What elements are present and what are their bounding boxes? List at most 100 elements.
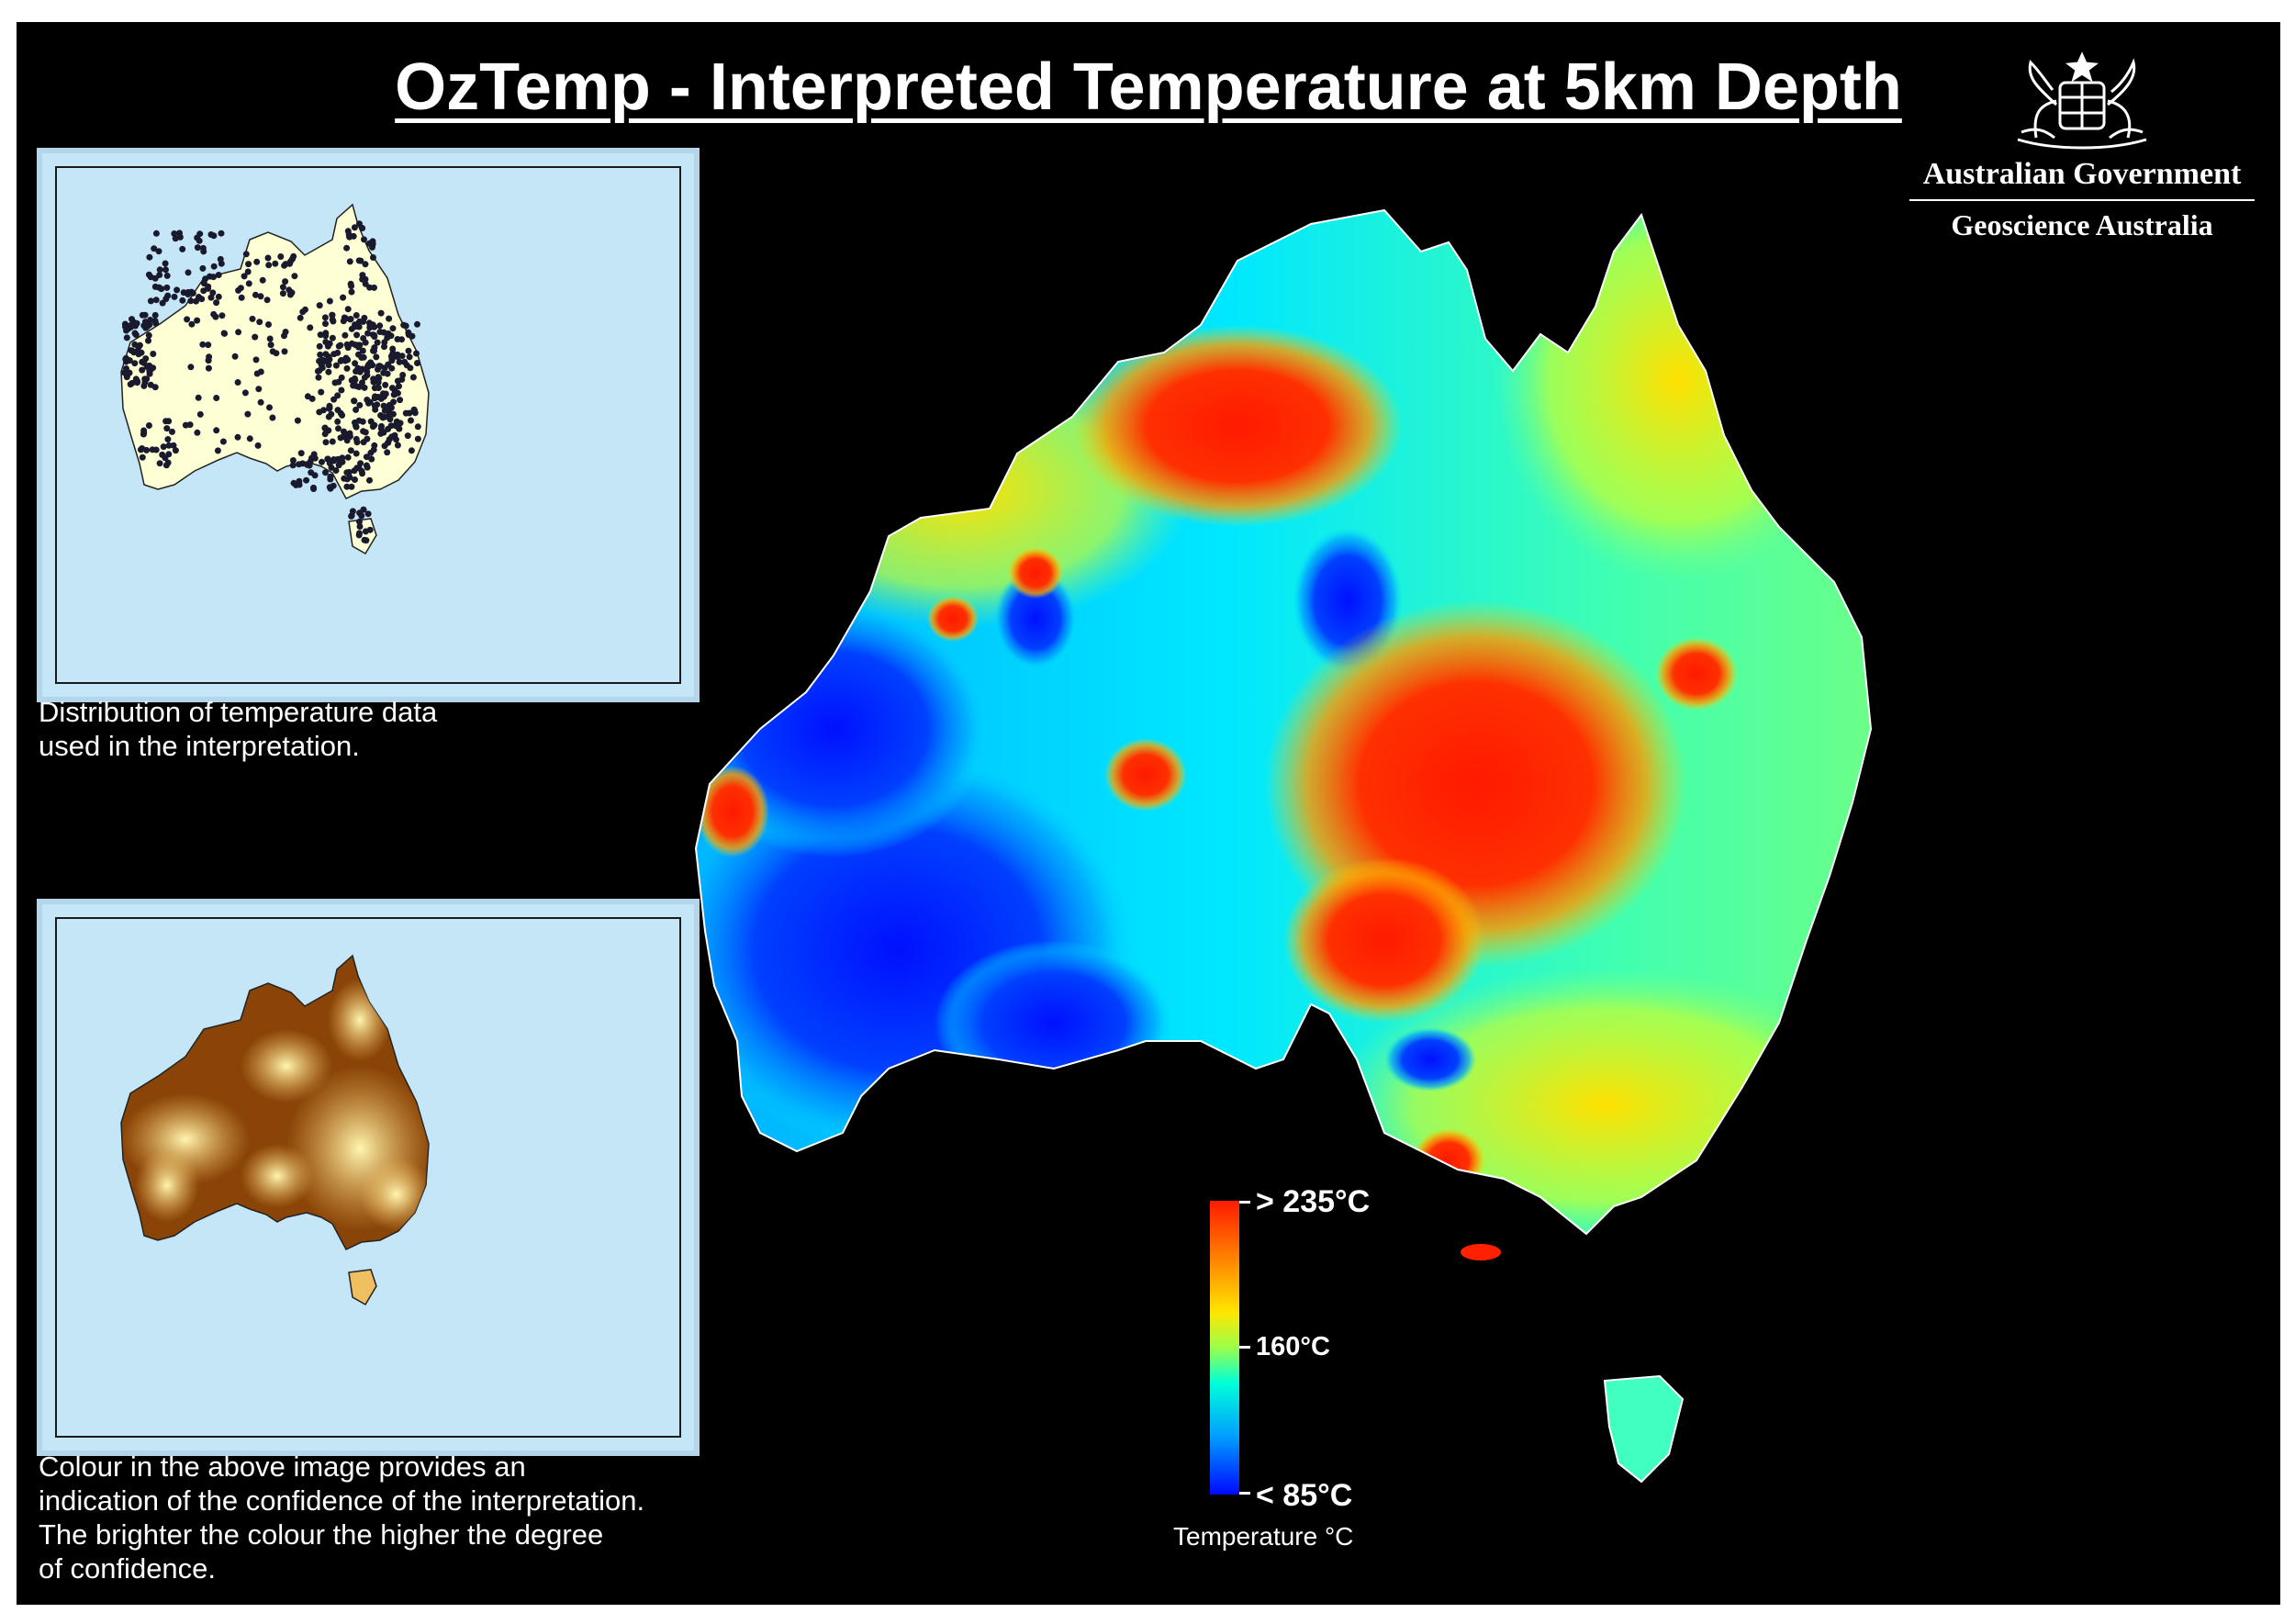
data-point [124,371,131,378]
data-point [164,436,172,442]
data-point [150,351,157,357]
data-point [257,398,264,406]
data-point [291,273,298,280]
data-point [374,339,381,346]
tasmania [1603,1374,1685,1484]
data-point [317,351,324,358]
data-point [366,526,374,533]
commonwealth-coat-of-arms-icon [2017,51,2147,150]
data-point [139,311,146,319]
data-point [387,422,395,430]
data-point [156,272,163,278]
data-point [369,238,376,245]
data-point [325,368,332,375]
data-point [370,347,376,354]
data-point [210,310,218,318]
confidence-caption-line: of confidence. [39,1552,217,1585]
data-point [353,422,359,430]
data-point [215,272,222,278]
data-point [294,417,301,424]
data-point [267,342,274,349]
data-point [182,421,189,429]
data-point [335,378,342,386]
legend-max-label: > 235°C [1256,1184,1371,1219]
data-point [343,244,351,252]
data-point [371,333,378,341]
data-point [372,393,378,400]
data-point [342,354,350,362]
data-point [335,342,342,350]
data-point [131,341,139,348]
data-point [322,469,329,476]
data-point [361,384,368,391]
data-point [334,418,341,425]
data-point [340,433,347,441]
data-point [329,311,336,319]
data-point [253,370,261,377]
data-point [355,417,363,424]
data-point [195,394,202,401]
data-point [189,289,196,297]
data-point [281,332,287,340]
data-point [385,361,392,368]
data-point [145,331,152,339]
data-point [341,331,349,339]
data-point [405,347,412,354]
data-point [397,420,404,427]
data-point [252,333,259,341]
temperature-legend: > 235°C 160°C < 85°C Temperature °C [1173,1184,1449,1614]
data-point [330,482,337,489]
data-point [156,266,163,274]
data-point [329,438,336,445]
data-point [163,284,171,291]
data-point [297,314,304,321]
data-point [151,311,159,319]
data-point [369,243,375,251]
data-point [353,331,361,339]
data-point [353,312,360,319]
data-point [344,228,352,235]
data-point [129,379,136,386]
data-point [245,280,252,287]
data-point [371,323,378,330]
data-point [147,297,154,305]
data-point [185,269,192,276]
data-point [279,284,286,291]
data-point [266,335,274,342]
data-point [246,435,253,442]
data-distribution-inset [37,148,700,702]
data-point [296,461,303,468]
data-point [362,261,369,268]
data-point [264,254,272,262]
data-point [375,384,382,391]
data-point [303,476,310,484]
data-point [356,510,364,517]
data-point [348,512,355,519]
data-point [326,402,333,409]
data-point [346,430,353,437]
data-point [327,473,334,480]
data-point [160,443,167,451]
data-point [254,442,262,449]
legend-min-label: < 85°C [1256,1478,1353,1513]
data-point [407,364,414,372]
data-point [355,323,363,330]
data-point [215,293,222,300]
temperature-data-points [121,220,421,544]
data-point [360,318,367,325]
data-point [367,359,375,366]
data-point [316,342,323,350]
data-point [139,454,146,461]
data-point [194,317,201,324]
data-point [414,320,420,328]
data-point [152,230,160,237]
hot-anomaly [927,596,979,642]
data-point [366,476,373,484]
hot-anomaly [1104,738,1187,812]
cold-anomaly [1384,1027,1476,1092]
data-point [347,447,354,454]
data-point [396,425,403,432]
data-point [351,398,358,405]
data-point [199,341,207,348]
data-point [366,284,374,291]
